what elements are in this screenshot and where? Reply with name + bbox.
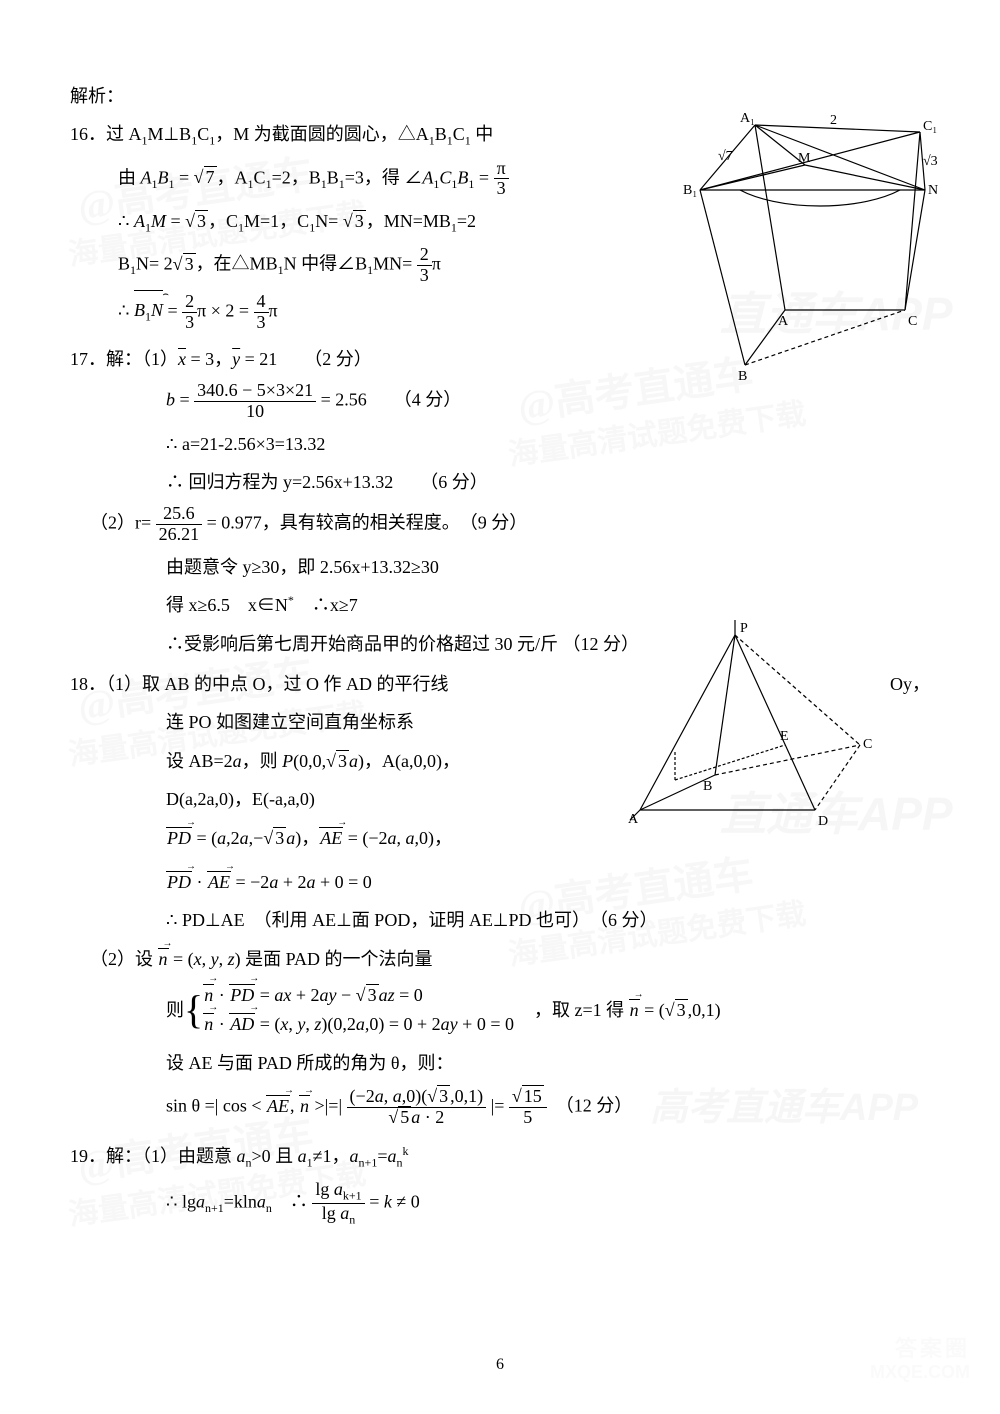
header: 解析： (70, 80, 930, 112)
svg-text:C: C (863, 737, 872, 752)
q19-l2: ∴ lgan+1=klnan ∴ lg ak+1lg an = k ≠ 0 (70, 1180, 930, 1227)
svg-text:√3: √3 (923, 154, 938, 169)
svg-text:A: A (628, 812, 639, 827)
svg-text:A₁: A₁ (740, 111, 755, 126)
q18-l7: ∴ PD⊥AE （利用 AE⊥面 POD，证明 AE⊥PD 也可） （6 分） (70, 904, 930, 936)
q17-l7: 得 x≥6.5 x∈N* ∴x≥7 (70, 589, 930, 621)
svg-text:N: N (928, 183, 938, 198)
svg-text:B: B (738, 369, 747, 380)
svg-text:2: 2 (830, 113, 837, 128)
q18-l10: 设 AE 与面 PAD 所成的角为 θ，则： (70, 1047, 930, 1079)
q18-l11: sin θ =| cos < AE, n >|=| (−2a, a,0)(3,0… (70, 1087, 930, 1128)
diagram-pyramid: P A B C D E (600, 620, 880, 830)
q17-l3: ∴ a=21-2.56×3=13.32 (70, 428, 930, 460)
q18-l8: （2）设 n = (x, y, z) 是面 PAD 的一个法向量 (70, 943, 930, 975)
q16-l1: 16．过 A1M⊥B1C1，M 为截面圆的圆心，△A1B1C1 中 (70, 118, 630, 152)
corner-watermark: 答案圈 MXQE.COM (870, 1336, 970, 1384)
diagram-prism: A₁ 2 C₁ B₁ M N √7 √3 A C B (680, 110, 940, 380)
svg-text:C: C (908, 314, 917, 329)
q18-l6: PD · AE = −2a + 2a + 0 = 0 (70, 866, 930, 898)
page-number: 6 (496, 1356, 504, 1374)
q19-l1: 19．解：（1）由题意 an>0 且 a1≠1，an+1=ank (70, 1140, 930, 1174)
q18-l1-right: Oy， (890, 668, 930, 700)
q17-l2: b = 340.6 − 5×3×2110 = 2.56 （4 分） (70, 381, 930, 422)
q17-l6: 由题意令 y≥30，即 2.56x+13.32≥30 (70, 551, 930, 583)
svg-text:E: E (780, 729, 789, 744)
q18-l9: 则 { n · PD = ax + 2ay − 3az = 0 n · AD =… (70, 981, 930, 1039)
svg-text:√7: √7 (718, 149, 733, 164)
svg-text:M: M (798, 151, 811, 166)
svg-text:D: D (818, 814, 828, 829)
q17-l4: ∴ 回归方程为 y=2.56x+13.32 （6 分） (70, 466, 930, 498)
svg-text:B₁: B₁ (683, 183, 697, 198)
svg-text:B: B (703, 779, 712, 794)
q18-l1-left: 18．（1）取 AB 的中点 O，过 O 作 AD 的平行线 (70, 668, 449, 700)
q17-l5: （2）r= 25.626.21 = 0.977，具有较高的相关程度。 （9 分） (70, 504, 930, 545)
svg-text:P: P (740, 621, 748, 636)
svg-text:C₁: C₁ (923, 119, 937, 134)
corner-wm-top: 答案圈 (870, 1336, 970, 1362)
corner-wm-bottom: MXQE.COM (870, 1362, 970, 1384)
svg-text:A: A (778, 314, 789, 329)
